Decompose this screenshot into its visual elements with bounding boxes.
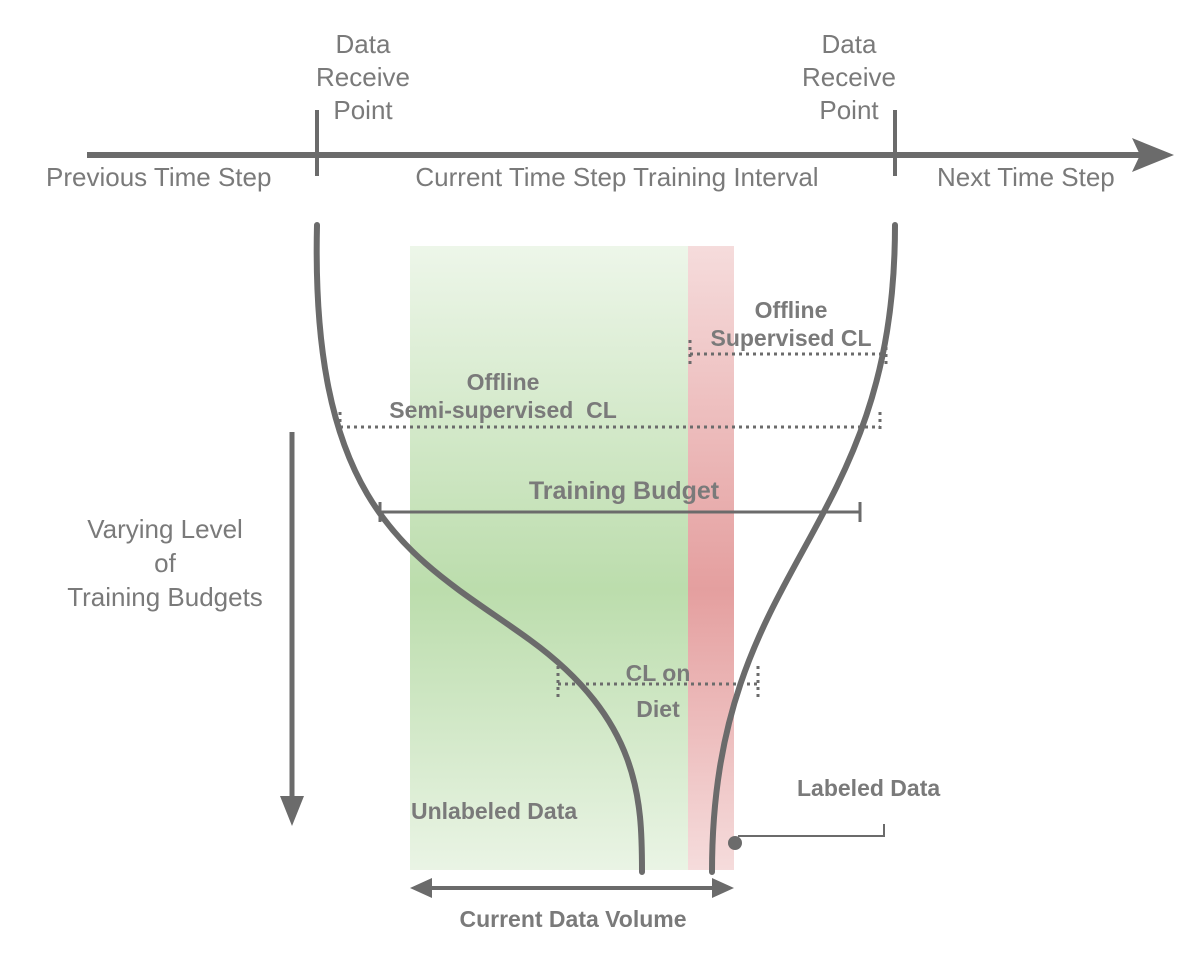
receive-point-right-line-1: Data	[821, 29, 877, 59]
offline-supervised-line-1: Offline	[754, 297, 828, 323]
offline-semi-supervised-label: Offline Semi-supervised CL	[389, 368, 617, 424]
labeled-data-callout-dot	[728, 836, 742, 850]
receive-point-left-label: Data Receive Point	[316, 28, 410, 127]
budget-axis-label: Varying Level of Training Budgets	[67, 512, 263, 614]
previous-time-step-label: Previous Time Step	[46, 162, 272, 192]
budget-axis-line-3: Training Budgets	[67, 582, 263, 612]
budget-arrow-head	[280, 796, 304, 826]
current-data-volume-label: Current Data Volume	[459, 906, 687, 932]
labeled-data-label: Labeled Data	[797, 775, 941, 801]
budget-axis-line-1: Varying Level	[87, 514, 243, 544]
receive-point-left-line-1: Data	[335, 29, 391, 59]
budget-axis-line-2: of	[154, 548, 176, 578]
unlabeled-data-region	[410, 246, 688, 870]
receive-point-right-line-2: Receive	[802, 62, 896, 92]
labeled-data-region	[688, 246, 734, 870]
receive-point-right-label: Data Receive Point	[802, 28, 896, 127]
current-interval-label: Current Time Step Training Interval	[415, 162, 819, 192]
data-volume-arrow-head-left	[410, 878, 432, 898]
cl-on-diet-line-2: Diet	[636, 696, 680, 722]
timeline-arrow-head	[1132, 138, 1174, 172]
offline-supervised-line-2: Supervised CL	[710, 325, 872, 351]
offline-semi-supervised-line-2: Semi-supervised CL	[389, 397, 617, 423]
cl-on-diet-label: CL on Diet	[626, 655, 691, 727]
offline-semi-supervised-line-1: Offline	[466, 369, 540, 395]
unlabeled-data-label: Unlabeled Data	[411, 798, 578, 824]
data-volume-arrow-head-right	[712, 878, 734, 898]
cl-on-diet-line-1: CL on	[625, 660, 691, 686]
receive-point-right-line-3: Point	[819, 95, 879, 125]
offline-supervised-label: Offline Supervised CL	[710, 296, 871, 352]
labeled-data-callout-line	[738, 824, 885, 837]
receive-point-left-line-3: Point	[333, 95, 393, 125]
funnel-right-curve	[709, 222, 898, 875]
next-time-step-label: Next Time Step	[937, 162, 1115, 192]
training-budget-label: Training Budget	[528, 477, 720, 505]
funnel-left-curve	[313, 222, 645, 875]
receive-point-left-line-2: Receive	[316, 62, 410, 92]
